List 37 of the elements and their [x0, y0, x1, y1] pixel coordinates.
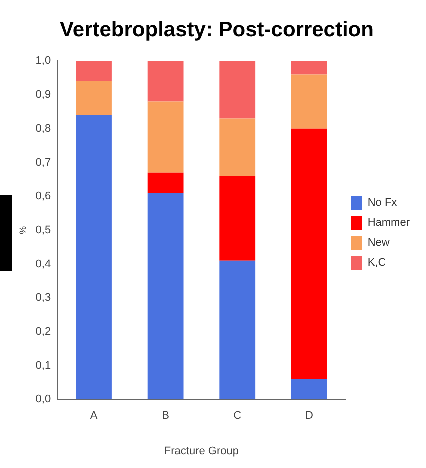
- y-tick-label: 1,0: [36, 55, 52, 68]
- bar: [291, 61, 328, 75]
- bar: [76, 61, 112, 82]
- x-tick-label: D: [305, 410, 314, 422]
- bar: [291, 74, 328, 129]
- legend-label: Hammer: [368, 217, 410, 230]
- y-tick-label: 0,8: [36, 122, 52, 135]
- x-tick-label: C: [234, 410, 242, 422]
- y-tick-label: 0,0: [36, 394, 52, 406]
- y-tick-label: 0,5: [36, 224, 52, 236]
- y-axis-title: %: [18, 226, 28, 234]
- bar: [291, 379, 328, 400]
- bar: [148, 61, 184, 102]
- y-tick-label: 0,4: [36, 258, 52, 270]
- bar: [220, 118, 256, 176]
- x-axis-title: Fracture Group: [164, 445, 240, 458]
- bar: [76, 115, 112, 400]
- y-tick-label: 0,6: [36, 190, 52, 203]
- y-tick-label: 0,1: [36, 360, 52, 372]
- bar: [148, 172, 184, 194]
- y-tick-label: 0,2: [36, 326, 52, 338]
- bar: [220, 61, 256, 119]
- x-tick-label: A: [90, 410, 98, 422]
- y-tick-label: 0,9: [36, 89, 52, 102]
- bar: [148, 102, 184, 173]
- x-tick-label: B: [162, 410, 170, 422]
- y-tick-label: 0,7: [36, 156, 52, 169]
- legend-label: K,C: [368, 257, 386, 270]
- legend-label: New: [368, 237, 390, 250]
- bar: [220, 176, 256, 261]
- bar: [148, 193, 184, 400]
- chart-title: Vertebroplasty: Post-correction: [60, 18, 374, 42]
- bar: [76, 82, 112, 116]
- bar: [220, 260, 256, 400]
- bar: [291, 128, 328, 380]
- y-tick-label: 0,3: [36, 292, 52, 304]
- legend-label: No Fx: [368, 197, 398, 210]
